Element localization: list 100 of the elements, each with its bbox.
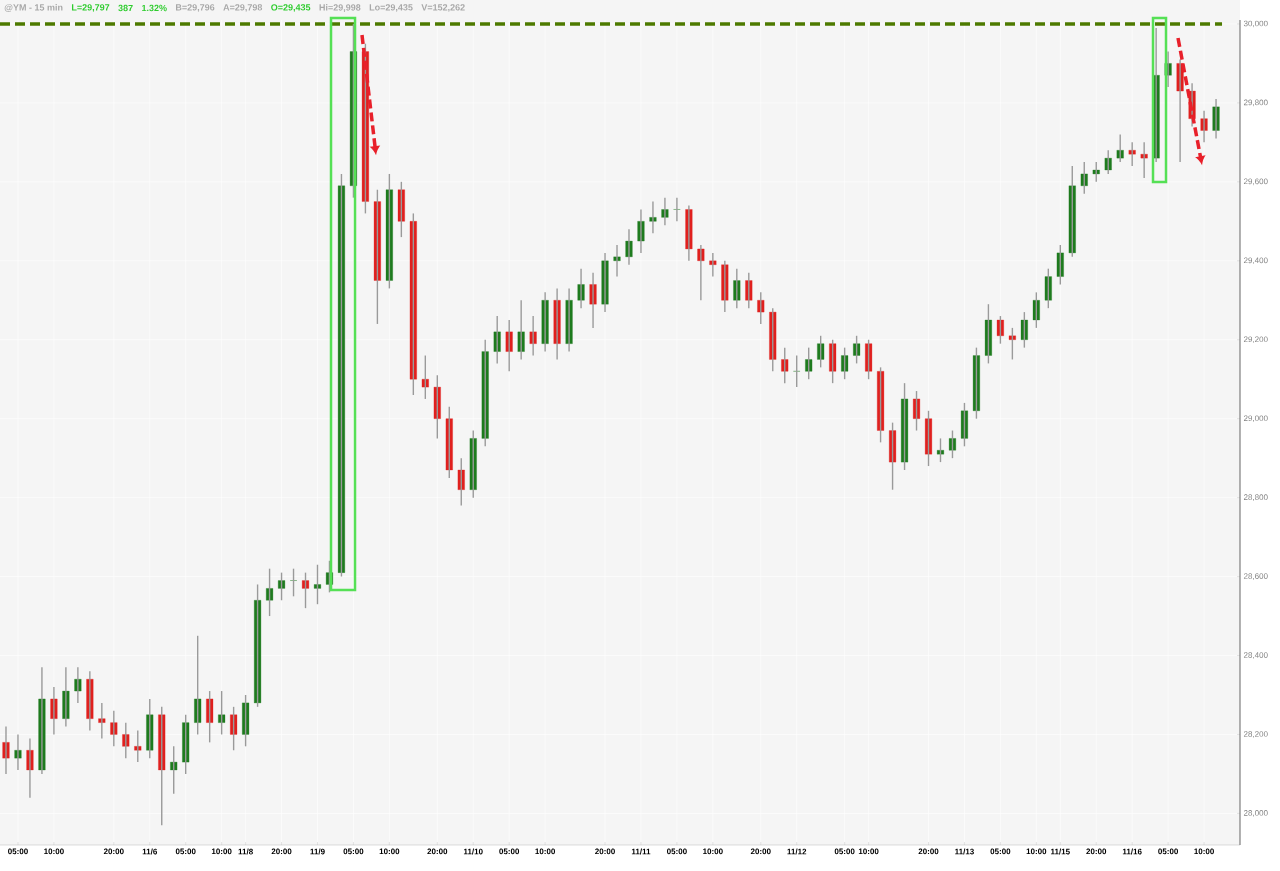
x-tick-label: 10:00 xyxy=(379,848,400,855)
candlestick xyxy=(589,271,597,329)
candlestick xyxy=(613,244,621,278)
candlestick xyxy=(853,335,861,365)
text: 1.32% xyxy=(142,4,167,12)
x-tick-label: 11/9 xyxy=(310,848,325,855)
candlestick xyxy=(805,346,813,380)
x-tick-label: 05:00 xyxy=(990,848,1011,855)
text: L=29,797 xyxy=(71,4,110,12)
candlestick xyxy=(1200,110,1208,144)
candlestick xyxy=(457,457,465,507)
x-tick-label: 11/15 xyxy=(1051,848,1070,855)
x-tick-label: 05:00 xyxy=(343,848,364,855)
text: V=152,262 xyxy=(421,4,465,12)
candlestick xyxy=(313,564,321,605)
candlestick xyxy=(1008,327,1016,361)
candlestick xyxy=(445,406,453,479)
x-tick-label: 20:00 xyxy=(750,848,771,855)
candlestick xyxy=(2,725,10,775)
x-tick-label: 11/12 xyxy=(787,848,807,855)
candlestick xyxy=(278,571,286,601)
candlestick xyxy=(481,339,489,448)
candlestick xyxy=(397,181,405,238)
candlestick xyxy=(170,745,178,795)
candlestick xyxy=(302,571,310,609)
candlestick xyxy=(901,382,909,471)
x-tick-label: 10:00 xyxy=(44,848,64,855)
candlestick xyxy=(1044,267,1052,309)
x-tick-label: 10:00 xyxy=(1194,848,1214,855)
candlestick xyxy=(936,437,944,463)
chart-title: @YM - 15 min xyxy=(4,4,63,12)
text: Lo=29,435 xyxy=(369,4,413,12)
candlestick xyxy=(182,714,190,775)
candlestick xyxy=(877,366,885,444)
candlestick xyxy=(134,729,142,763)
candlestick xyxy=(26,737,34,799)
candlestick xyxy=(254,583,262,708)
x-tick-label: 20:00 xyxy=(1086,848,1107,855)
candlestick xyxy=(661,196,669,226)
y-tick-label: 29,200 xyxy=(1243,336,1268,344)
candlestick xyxy=(733,267,741,309)
candlestick xyxy=(98,702,106,740)
candlestick xyxy=(50,686,58,736)
candlestick xyxy=(206,690,214,744)
y-tick-label: 28,200 xyxy=(1243,731,1268,738)
candlestick xyxy=(385,173,393,290)
candlestick xyxy=(817,335,825,369)
y-tick-label: 29,000 xyxy=(1243,415,1268,422)
candlestick xyxy=(1092,161,1100,183)
candlestick xyxy=(649,200,657,234)
candlestick xyxy=(769,307,777,373)
candlestick xyxy=(984,303,992,365)
candlestick xyxy=(709,252,717,278)
candlestick xyxy=(841,346,849,380)
candlestick xyxy=(925,410,933,467)
y-tick-label: 30,000 xyxy=(1243,20,1268,28)
y-tick-label: 28,600 xyxy=(1243,573,1268,580)
candlestick xyxy=(1068,165,1076,258)
text: B=29,796 xyxy=(176,4,215,12)
x-tick-label: 20:00 xyxy=(918,848,939,855)
text: Hi=29,998 xyxy=(319,4,361,12)
candlestick xyxy=(637,208,645,254)
candlestick xyxy=(972,346,980,420)
candlestick xyxy=(373,189,381,325)
candlestick xyxy=(469,429,477,499)
y-tick-label: 29,800 xyxy=(1243,99,1268,107)
candlestick xyxy=(793,354,801,388)
candlestick xyxy=(74,666,82,704)
candlestick xyxy=(505,319,513,373)
y-tick-label: 29,400 xyxy=(1243,257,1268,265)
candlestick xyxy=(1056,244,1064,286)
y-tick-label: 28,000 xyxy=(1243,810,1268,817)
candlestick xyxy=(745,271,753,309)
candlestick xyxy=(781,346,789,384)
x-tick-label: 20:00 xyxy=(595,848,615,855)
candlestick xyxy=(757,291,765,325)
x-tick-label: 20:00 xyxy=(427,848,448,855)
candlestick xyxy=(493,315,501,365)
text: O=29,435 xyxy=(271,4,311,12)
x-tick-label: 05:00 xyxy=(666,848,687,855)
x-tick-label: 05:00 xyxy=(8,848,28,855)
x-tick-label: 05:00 xyxy=(834,848,855,855)
x-tick-label: 10:00 xyxy=(703,848,723,855)
candlestick xyxy=(517,299,525,361)
candlestick xyxy=(266,567,274,617)
x-tick-label: 11/10 xyxy=(463,848,483,855)
candlestick xyxy=(1128,141,1136,167)
x-tick-label: 05:00 xyxy=(175,848,196,855)
x-tick-label: 10:00 xyxy=(1026,848,1047,855)
candlestick xyxy=(960,402,968,448)
candlestick xyxy=(996,315,1004,345)
x-tick-label: 11/13 xyxy=(955,848,974,855)
candlestick xyxy=(577,267,585,309)
candlestick xyxy=(1116,133,1124,163)
x-tick-label: 10:00 xyxy=(858,848,879,855)
candlestick xyxy=(158,706,166,826)
candlestick xyxy=(1104,149,1112,175)
x-tick-label: 05:00 xyxy=(499,848,520,855)
candlestick xyxy=(122,721,130,759)
y-tick-label: 28,400 xyxy=(1243,652,1268,659)
